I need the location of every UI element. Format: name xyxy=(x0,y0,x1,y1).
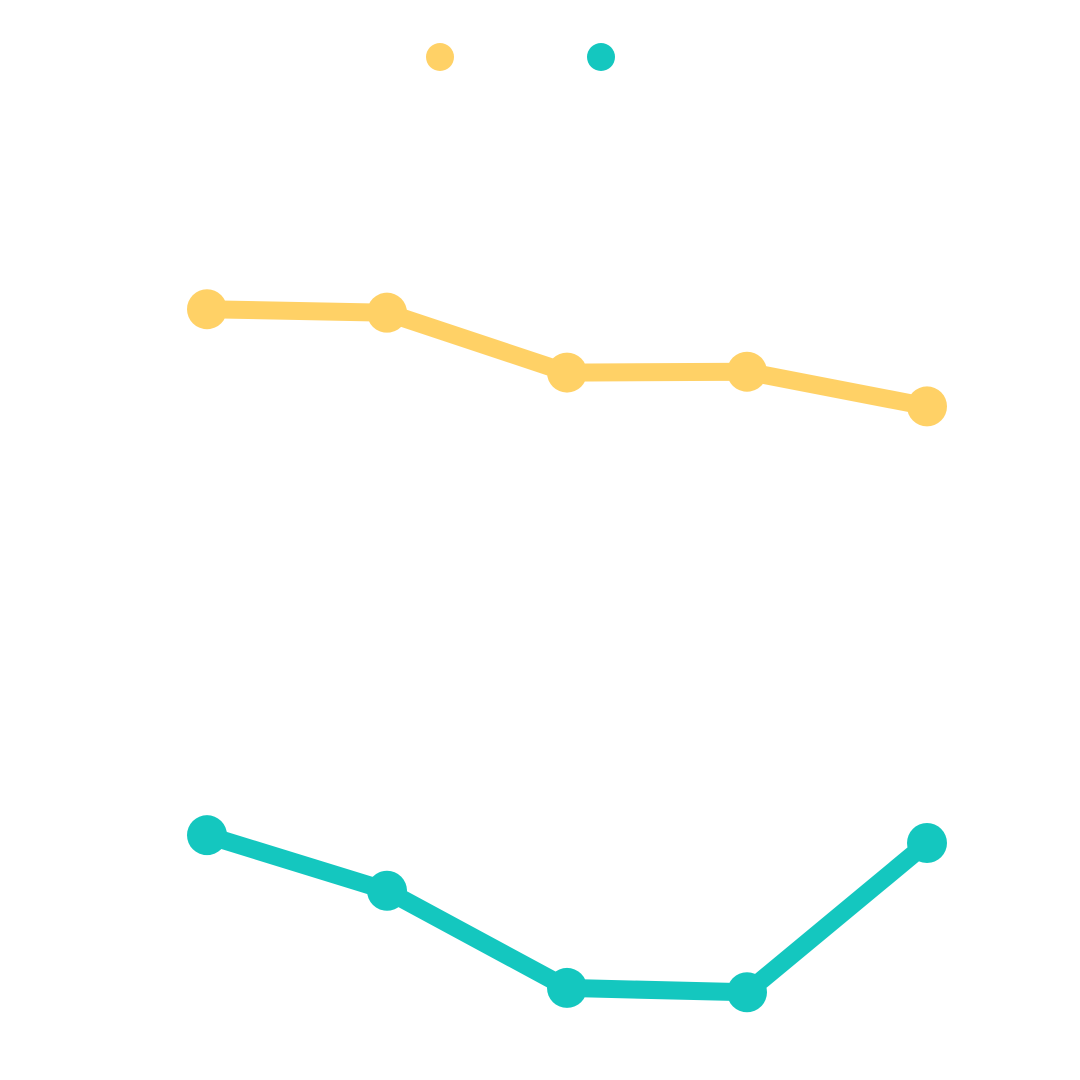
legend-marker-series-1[interactable] xyxy=(426,43,454,71)
legend-marker-series-2[interactable] xyxy=(587,43,615,71)
series-1-point-3[interactable] xyxy=(547,352,587,393)
series-2-point-5[interactable] xyxy=(907,822,947,863)
series-2-point-3[interactable] xyxy=(547,967,587,1008)
series-2-point-1[interactable] xyxy=(187,815,227,856)
series-2-point-4[interactable] xyxy=(727,972,767,1013)
series-1-point-4[interactable] xyxy=(727,351,767,392)
plot-area xyxy=(187,289,947,1013)
series-1 xyxy=(187,289,947,427)
series-2 xyxy=(187,815,947,1013)
legend xyxy=(426,43,615,71)
series-1-point-2[interactable] xyxy=(367,292,407,333)
series-2-point-2[interactable] xyxy=(367,870,407,911)
series-1-point-5[interactable] xyxy=(907,386,947,427)
series-1-point-1[interactable] xyxy=(187,289,227,330)
